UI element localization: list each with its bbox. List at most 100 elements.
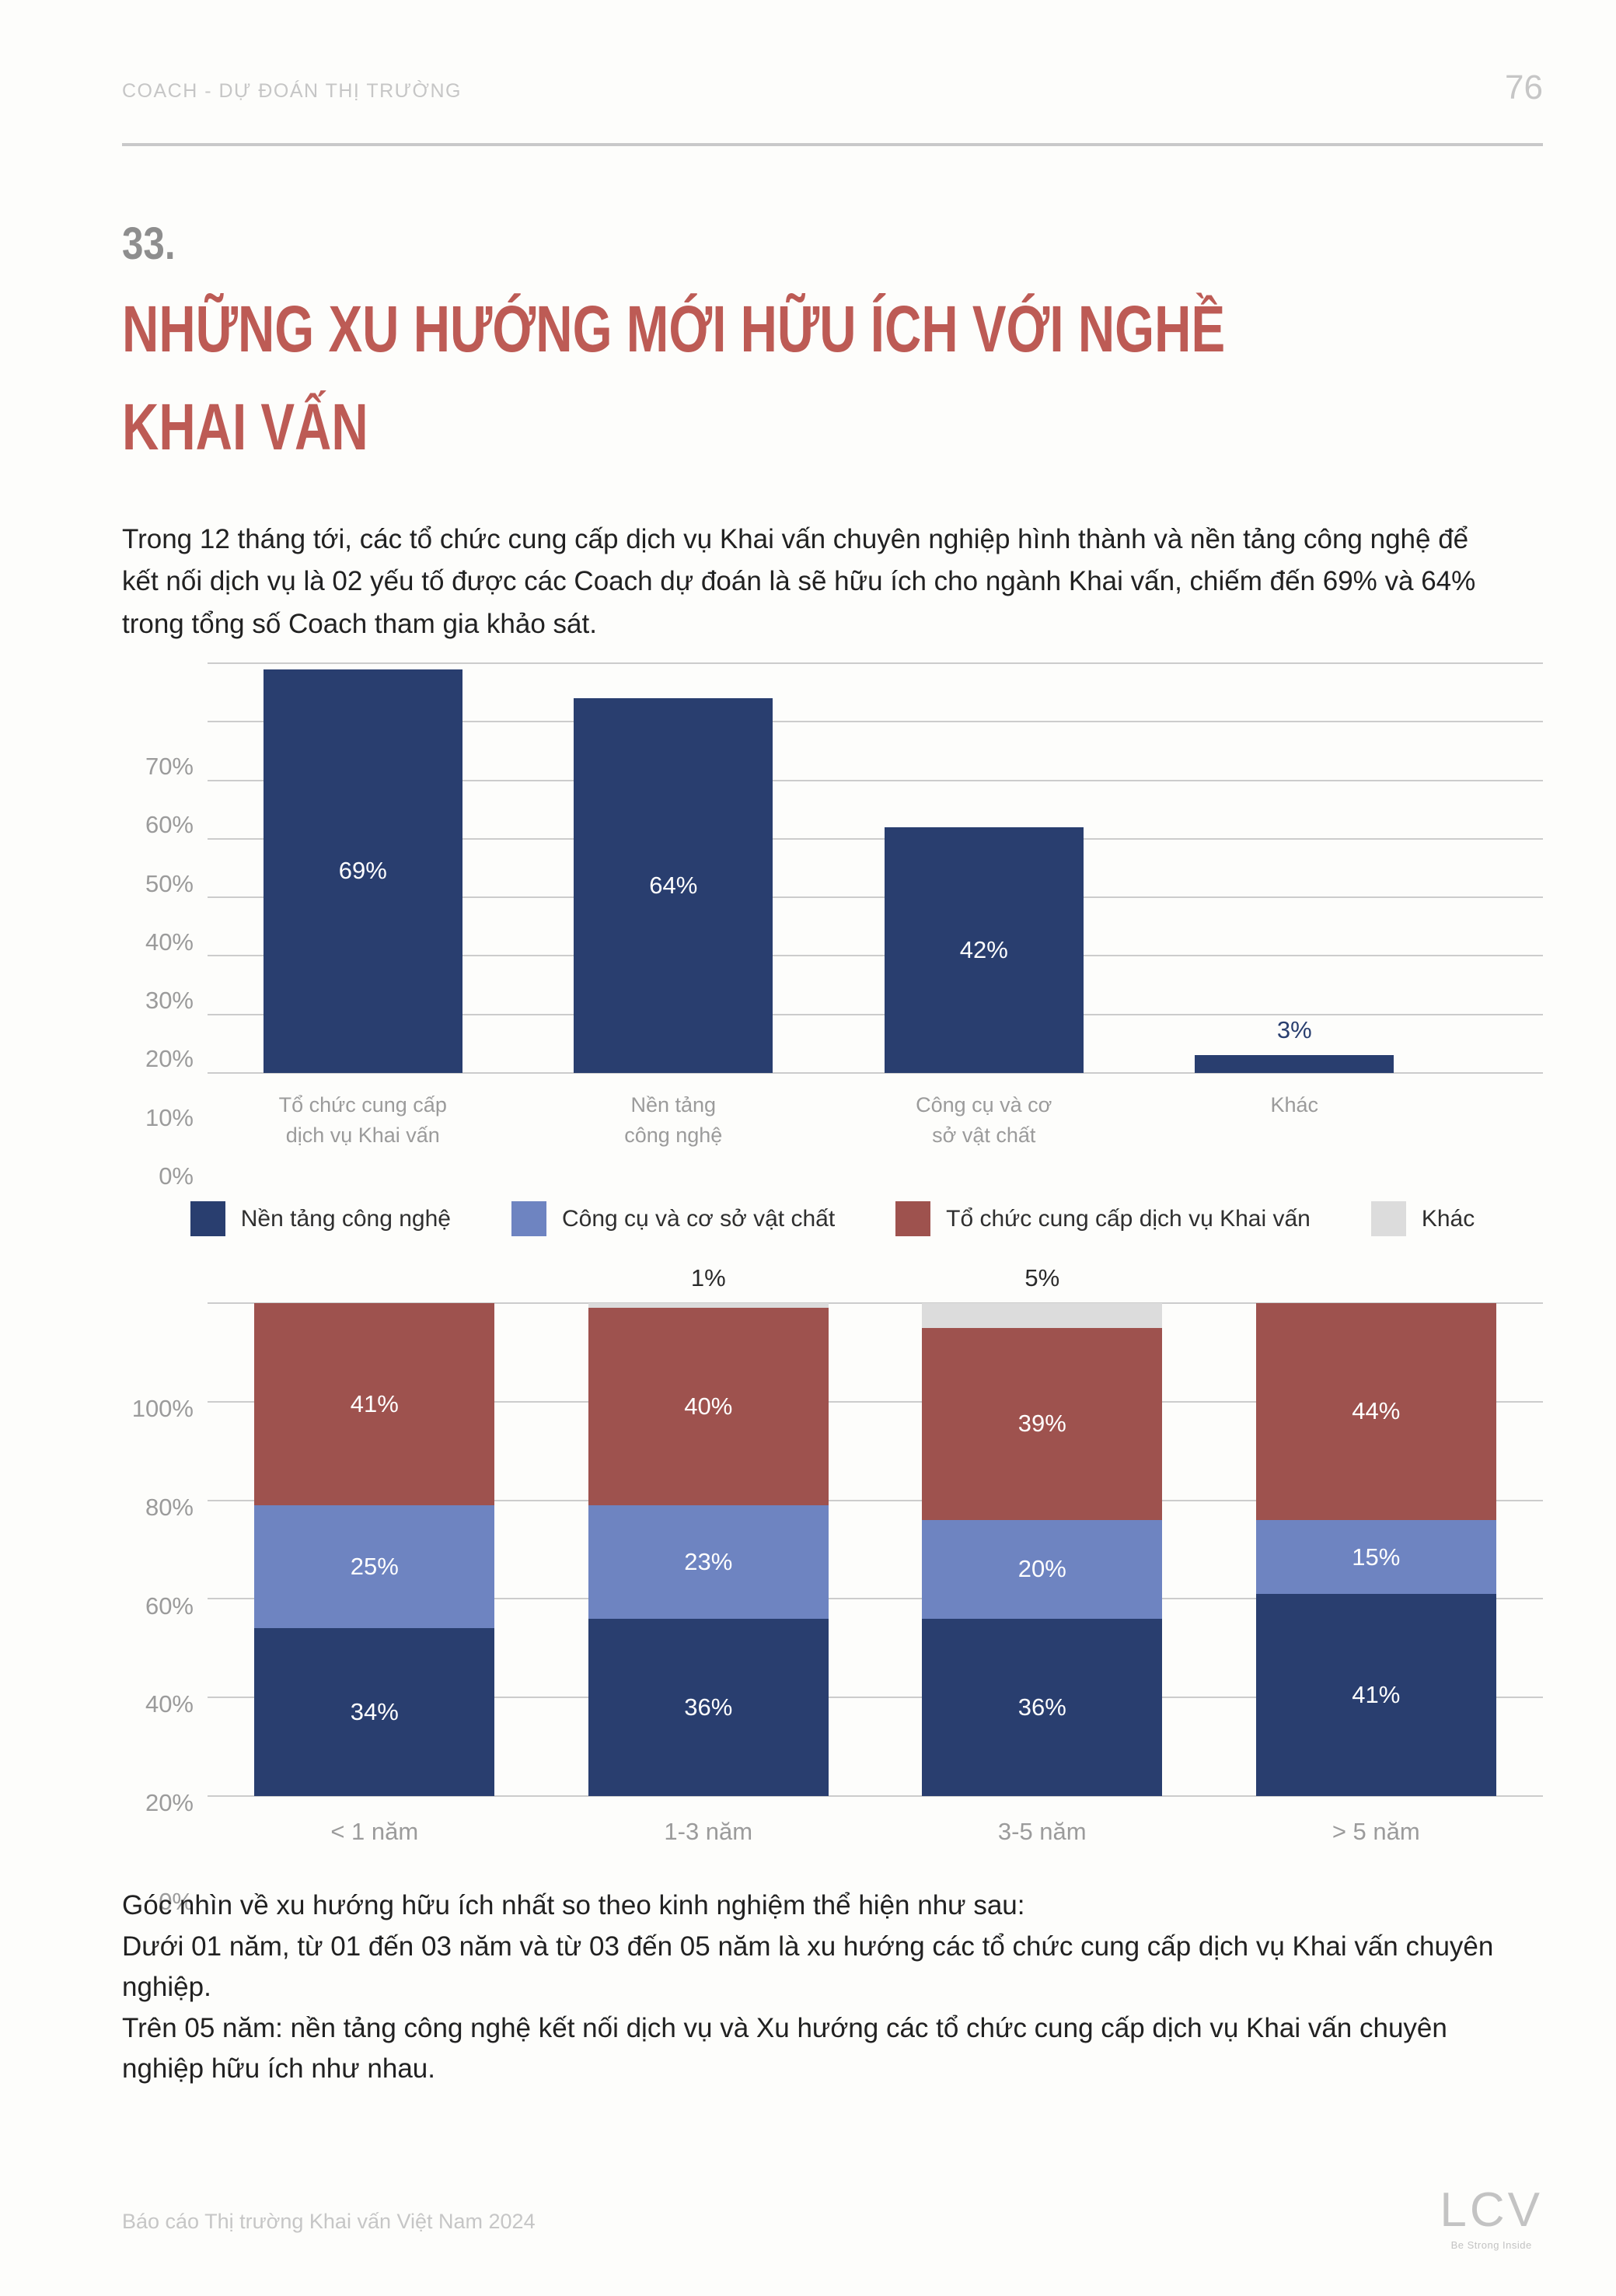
gridline [208,1013,1543,1015]
legend-swatch-blue [511,1201,546,1236]
segment-value-label: 20% [1017,1555,1066,1583]
page-number: 76 [1505,68,1543,107]
header-title: COACH - DỰ ĐOÁN THỊ TRƯỜNG [122,80,462,102]
y-axis-label: 10% [145,1103,194,1131]
gridline [208,1795,1543,1797]
segment-value-label: 1% [690,1264,726,1291]
legend-item-gray: Khác [1370,1201,1475,1236]
gridline [208,1072,1543,1074]
segment-red [254,1303,495,1505]
segment-blue [254,1504,495,1629]
page-title-line2: KHAI VẤN [122,390,368,463]
analysis-line-3: Trên 05 năm: nền tảng công nghệ kết nối … [122,2012,1447,2085]
segment-gray [588,1303,829,1309]
segment-value-label: 40% [684,1393,733,1421]
gridline [208,1697,1543,1699]
plot-area: 34% 25% 41% < 1 năm 36% 23% 40% 1% 1-3 năm 36% 20%… [208,1264,1543,1845]
x-axis-label: Khác [1270,1093,1319,1117]
legend-swatch-gray [1370,1201,1406,1236]
bar-4 [1195,1055,1394,1073]
legend-item-blue: Công cụ và cơ sở vật chất [511,1201,835,1236]
bars-area: 69% 64% 42% 3% Tổ chức cung cấp dịch vụ Khai … [208,663,1450,1147]
gridline [208,955,1543,957]
intro-paragraph: Trong 12 tháng tới, các tổ chức cung cấp… [122,524,1476,639]
segment-value-label: 23% [684,1547,733,1575]
gridline [208,779,1543,781]
y-axis-label: 0% [159,1888,194,1915]
y-axis-label: 80% [145,1493,194,1521]
bar-2 [574,698,773,1073]
x-axis-label: Tổ chức cung cấp dịch vụ Khai vấn [278,1093,447,1148]
segment-blue [588,1504,829,1619]
y-axis-label: 30% [145,987,194,1015]
gridline [208,896,1543,899]
bar-chart-useful-trends: 69% 64% 42% 3% Tổ chức cung cấp dịch vụ Khai … [122,662,1543,1190]
gridline [208,1598,1543,1600]
bar-value-label: 64% [649,872,698,900]
legend-item-navy: Nền tảng công nghệ [190,1201,451,1236]
y-axis-label: 0% [159,1162,194,1190]
legend-label: Tổ chức cung cấp dịch vụ Khai vấn [946,1205,1311,1232]
analysis-line-2: Dưới 01 năm, từ 01 đến 03 năm và từ 03 đ… [122,1931,1494,2003]
bar-value-label: 3% [1276,1016,1312,1044]
segment-blue [1255,1519,1496,1595]
section-number: 33. [122,218,176,269]
bars-area: 34% 25% 41% < 1 năm 36% 23% 40% 1% 1-3 năm 36% 20%… [208,1264,1543,1845]
segment-navy [254,1628,495,1796]
stacked-bar-chart-by-experience: 34% 25% 41% < 1 năm 36% 23% 40% 1% 1-3 năm 36% 20%… [122,1264,1543,1915]
segment-blue [922,1519,1163,1619]
legend-label: Công cụ và cơ sở vật chất [561,1205,836,1232]
segment-gray [922,1303,1163,1328]
bar-3 [884,826,1084,1073]
x-axis-label: Công cụ và cơ sở vật chất [916,1093,1052,1148]
segment-red [922,1327,1163,1520]
x-axis-label: 3-5 năm [997,1818,1087,1845]
y-axis-label: 60% [145,811,194,839]
chart-legend: Nền tảng công nghệ Công cụ và cơ sở vật c… [122,1201,1543,1236]
bar-value-label: 69% [338,857,387,885]
y-axis-label: 40% [145,1690,194,1718]
bar-value-label: 42% [959,935,1008,963]
segment-value-label: 44% [1352,1397,1401,1425]
segment-navy [922,1618,1163,1796]
segment-value-label: 39% [1017,1410,1066,1438]
segment-value-label: 41% [1352,1681,1401,1709]
y-axis-label: 60% [145,1592,194,1620]
legend-label: Nền tảng công nghệ [240,1205,451,1232]
segment-value-label: 34% [350,1698,399,1726]
x-axis-label: < 1 năm [330,1818,419,1845]
footer-report-title: Báo cáo Thị trường Khai vấn Việt Nam 202… [122,2210,536,2233]
x-axis-label: 1-3 năm [664,1818,753,1845]
gridline [208,721,1543,723]
gridline [208,662,1543,664]
legend-swatch-navy [190,1201,225,1236]
lcv-logo-tagline: Be Strong Inside [1450,2239,1532,2251]
segment-navy [1255,1594,1496,1796]
gridline [208,1499,1543,1501]
segment-red [588,1308,829,1505]
segment-value-label: 36% [1017,1693,1066,1721]
legend-item-red: Tổ chức cung cấp dịch vụ Khai vấn [895,1201,1311,1236]
header-divider [122,143,1543,146]
gridline [208,1302,1543,1304]
y-axis-label: 100% [131,1395,194,1422]
y-axis-label: 20% [145,1789,194,1817]
y-axis-label: 20% [145,1045,194,1073]
bar-1 [263,669,462,1073]
analysis-line-1: Góc nhìn về xu hướng hữu ích nhất so the… [122,1890,1025,1920]
segment-value-label: 36% [684,1693,733,1721]
x-axis-label: > 5 năm [1332,1818,1420,1845]
legend-label: Khác [1421,1205,1475,1232]
segment-value-label: 15% [1352,1543,1401,1571]
y-axis-label: 40% [145,928,194,956]
plot-area: 69% 64% 42% 3% Tổ chức cung cấp dịch vụ Khai … [208,662,1543,1147]
segment-red [1255,1303,1496,1520]
gridline [208,1400,1543,1403]
legend-swatch-red [895,1201,931,1236]
analysis-text: Góc nhìn về xu hướng hữu ích nhất so the… [122,1885,1521,2090]
gridline [208,837,1543,840]
y-axis-label: 50% [145,869,194,897]
x-axis-label: Nền tảng công nghệ [624,1093,723,1148]
lcv-logo: LCV Be Strong Inside [1440,2186,1543,2252]
page-title-line1: NHỮNG XU HƯỚNG MỚI HỮU ÍCH VỚI NGHỀ [122,292,1226,365]
